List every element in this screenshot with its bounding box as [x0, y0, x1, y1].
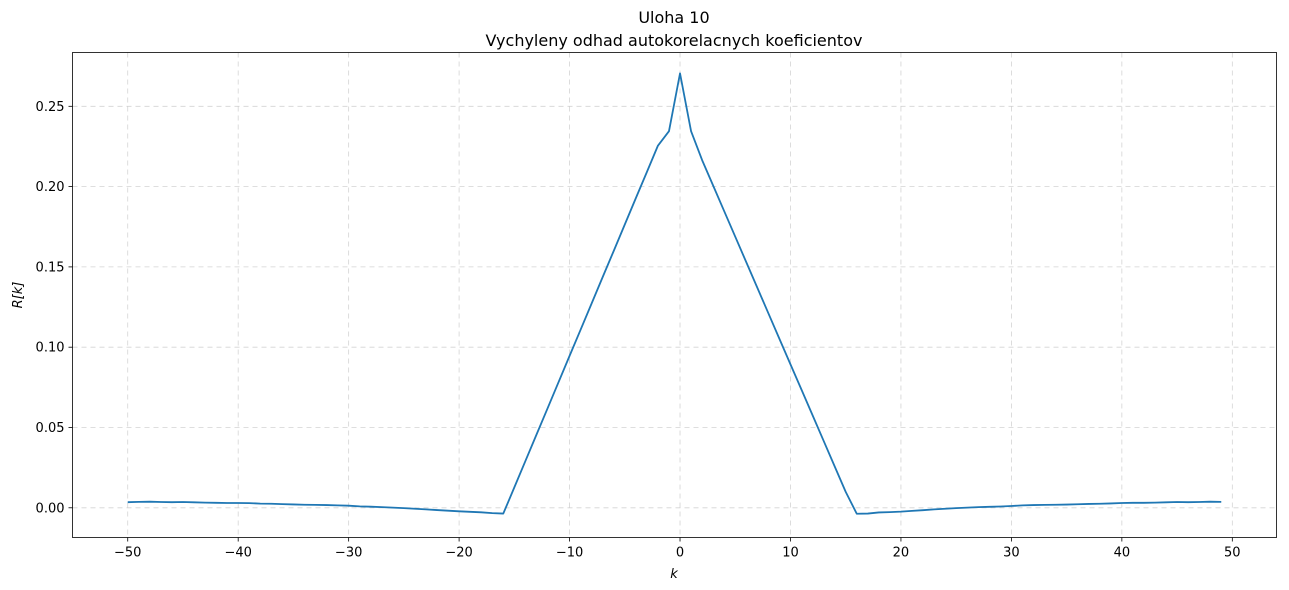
y-tick-label: 0.15: [36, 260, 65, 275]
x-tick-label: 50: [1224, 546, 1241, 561]
x-tick-label: −50: [114, 546, 141, 561]
x-tick-label: 10: [782, 546, 799, 561]
x-axis-ticks: −50 −40 −30 −20 −10 0 10 20 30 40 50: [114, 537, 1241, 561]
series-layer: [127, 72, 1222, 515]
plot-frame: [72, 52, 1277, 538]
y-tick-label: 0.25: [36, 100, 65, 115]
y-tick-label: 0.10: [36, 341, 65, 356]
y-tick-label: 0.00: [36, 501, 65, 516]
y-tick-label: 0.05: [36, 421, 65, 436]
chart-subtitle: Vychyleny odhad autokorelacnych koeficie…: [486, 31, 863, 50]
y-axis-label: R[k]: [11, 282, 26, 309]
x-tick-label: 40: [1114, 546, 1131, 561]
x-tick-label: 20: [893, 546, 910, 561]
x-tick-label: 0: [676, 546, 684, 561]
grid: [72, 52, 1277, 538]
y-tick-label: 0.20: [36, 180, 65, 195]
x-tick-label: 30: [1003, 546, 1020, 561]
x-tick-label: −10: [556, 546, 583, 561]
x-axis-label: k: [670, 567, 678, 582]
x-tick-label: −40: [224, 546, 251, 561]
x-tick-label: −20: [445, 546, 472, 561]
y-axis-ticks: 0.00 0.05 0.10 0.15 0.20 0.25: [36, 100, 73, 516]
autocorrelation-line: [127, 72, 1222, 515]
chart-title: Uloha 10: [638, 8, 709, 27]
x-tick-label: −30: [335, 546, 362, 561]
